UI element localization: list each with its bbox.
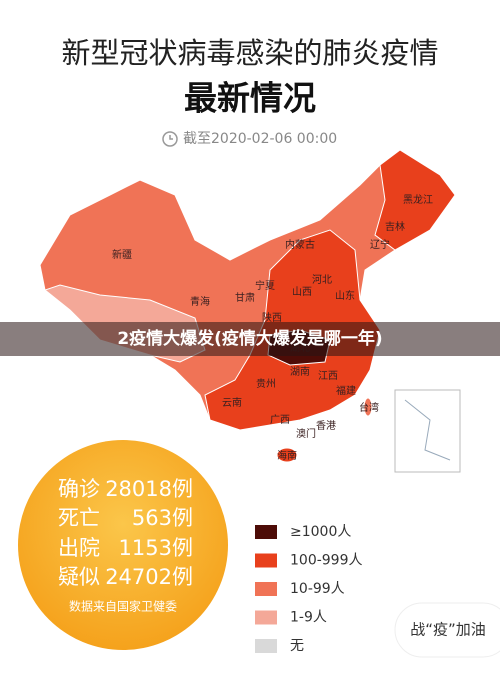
- province-label: 贵州: [256, 377, 276, 390]
- province-label: 广西: [270, 414, 290, 426]
- cheer-button-text[interactable]: 战“疫”加油: [410, 621, 486, 639]
- province-label: 青海: [190, 295, 210, 308]
- province-label: 云南: [222, 396, 242, 409]
- province-label: 澳门: [296, 427, 316, 440]
- legend: ≥1000人 100-999人 10-99人 1-9人无: [255, 524, 363, 654]
- province-label: 宁夏: [255, 279, 275, 292]
- map: [39, 149, 461, 473]
- stat-label: 出院: [58, 536, 100, 560]
- clock-hands: [169, 135, 173, 140]
- province-label: 山西: [292, 286, 312, 298]
- stat-label: 确诊: [58, 477, 100, 501]
- legend-label: 无: [290, 638, 304, 654]
- title: 新型冠状病毒感染的肺炎疫情: [61, 36, 438, 70]
- province-label: 河北: [312, 274, 332, 286]
- legend-swatch: [255, 639, 277, 653]
- province-label: 海南: [277, 449, 297, 462]
- legend-label: 100-999人: [290, 553, 363, 569]
- province-label: 山东: [335, 289, 355, 302]
- legend-label: 10-99人: [290, 581, 345, 597]
- taiwan-island: [363, 397, 373, 417]
- province-label: 内蒙古: [285, 238, 315, 251]
- banner-text: 2疫情大爆发(疫情大爆发是哪一年): [117, 328, 382, 349]
- stat-label: 死亡: [58, 506, 100, 530]
- map-labels: 新疆 青海 甘肃 内蒙古 黑龙江 吉林 辽宁 宁夏 山西 河北 山东 陕西 湖北…: [112, 193, 433, 462]
- stats: 确诊 28018例 死亡 563例 出院 1153例 疑似 24702例: [58, 477, 193, 589]
- cheer-button[interactable]: [394, 602, 500, 658]
- inset-box: [394, 389, 461, 473]
- timestamp: 截至2020-02-06 00:00: [183, 131, 337, 147]
- province-label: 福建: [336, 384, 356, 397]
- legend-swatch: [255, 582, 277, 596]
- province-label: 黑龙江: [403, 193, 433, 206]
- legend-swatch: [255, 525, 277, 539]
- stat-value: 563例: [132, 506, 193, 530]
- stats-circle: [18, 440, 228, 650]
- clock-icon: [162, 131, 178, 147]
- subtitle: 最新情况: [184, 79, 316, 118]
- province-label: 甘肃: [235, 291, 255, 304]
- province-label: 江西: [318, 370, 338, 382]
- legend-label: ≥1000人: [290, 524, 351, 540]
- legend-label: 1-9人: [290, 610, 327, 626]
- stat-value: 28018例: [105, 477, 193, 501]
- inset-islands: [404, 399, 451, 461]
- stats-source: 数据来自国家卫健委: [69, 599, 177, 614]
- stat-value: 24702例: [105, 565, 193, 589]
- province-label: 台湾: [359, 401, 379, 414]
- legend-swatch: [255, 610, 277, 625]
- hainan-island: [276, 447, 298, 463]
- province-label: 陕西: [262, 311, 282, 324]
- province-label: 新疆: [112, 248, 132, 261]
- banner-bg: [0, 322, 500, 356]
- province-label: 湖南: [290, 365, 310, 378]
- province-label: 香港: [316, 420, 336, 432]
- legend-swatch: [255, 553, 277, 568]
- province-label: 辽宁: [370, 238, 390, 251]
- stat-value: 1153例: [119, 536, 193, 560]
- stat-label: 疑似: [58, 565, 100, 589]
- province-label: 吉林: [385, 220, 405, 233]
- northeast-region: [374, 149, 456, 251]
